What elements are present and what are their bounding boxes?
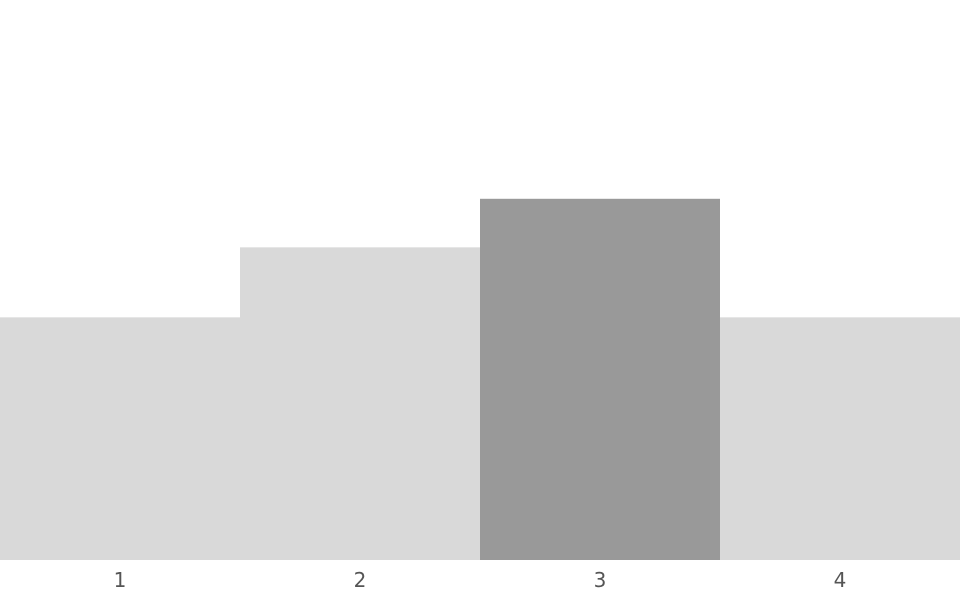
x-tick-labels: 1 2 3 4 [114,568,847,592]
x-tick-label-4: 4 [834,568,847,592]
bars-group [0,198,960,561]
bar-1 [0,317,240,560]
x-tick-label-1: 1 [114,568,127,592]
bar-2 [240,247,480,561]
bar-4 [720,317,960,560]
x-tick-label-2: 2 [354,568,367,592]
bar-3 [480,198,720,561]
x-tick-label-3: 3 [594,568,607,592]
